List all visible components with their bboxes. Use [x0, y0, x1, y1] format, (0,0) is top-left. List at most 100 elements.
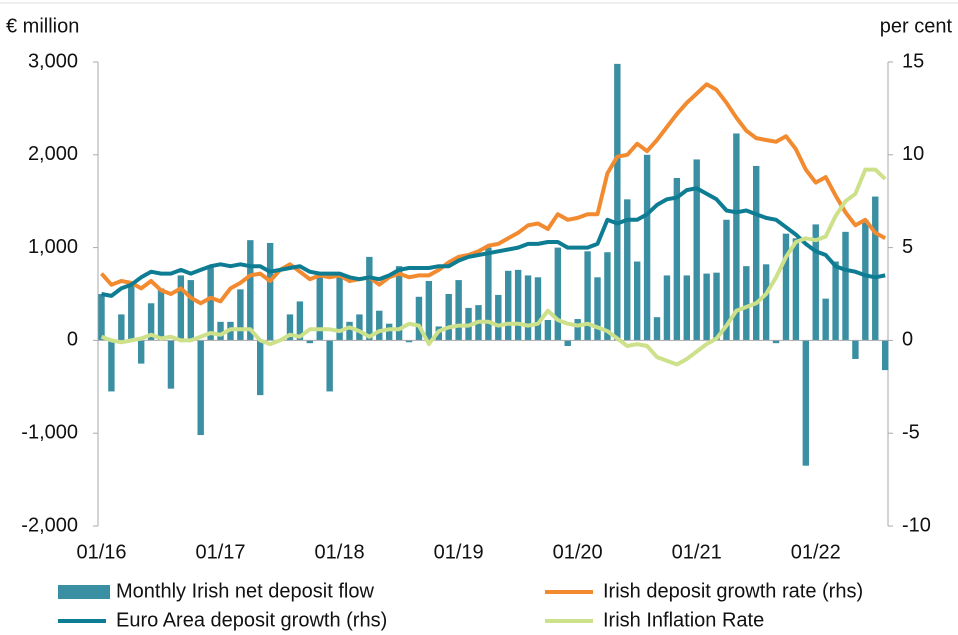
bar — [505, 270, 512, 341]
x-tick-label: 01/21 — [672, 541, 722, 563]
y2-tick-label: 0 — [902, 329, 913, 351]
bar — [445, 294, 452, 341]
bar — [584, 251, 591, 341]
bar — [286, 314, 294, 341]
bar — [376, 310, 383, 341]
bar — [663, 275, 671, 341]
bar — [98, 294, 105, 341]
bar — [673, 178, 681, 341]
bar — [197, 340, 204, 436]
bar — [524, 275, 532, 341]
bar — [177, 275, 185, 341]
bar — [574, 319, 581, 341]
bar — [326, 340, 333, 392]
bar — [237, 289, 244, 341]
legend-label: Euro Area deposit growth (rhs) — [116, 609, 387, 631]
bar — [792, 238, 800, 341]
bar — [753, 165, 760, 341]
bar — [425, 281, 433, 341]
bar — [257, 340, 264, 396]
bar — [316, 273, 323, 341]
bar — [495, 294, 502, 341]
bar — [762, 264, 770, 341]
bar — [723, 219, 730, 341]
x-tick-label: 01/18 — [315, 541, 365, 563]
x-tick-label: 01/22 — [791, 541, 841, 563]
bar — [306, 340, 314, 344]
y2-axis-label: per cent — [880, 15, 953, 37]
bar — [544, 319, 552, 341]
bar — [187, 280, 194, 341]
bar — [137, 340, 145, 364]
bar — [217, 321, 224, 341]
y2-tick-label: 15 — [902, 50, 924, 72]
bar — [852, 340, 859, 359]
bar — [266, 242, 274, 341]
y2-tick-label: -10 — [902, 514, 931, 536]
y-tick-label: -2,000 — [21, 514, 78, 536]
bar — [842, 231, 849, 341]
y-axis-label: € million — [6, 15, 79, 37]
bar — [604, 252, 611, 341]
bar — [683, 275, 690, 341]
bar — [128, 282, 135, 341]
x-tick-label: 01/16 — [76, 541, 126, 563]
bar — [534, 277, 542, 341]
bar — [455, 280, 462, 341]
bar — [633, 261, 641, 341]
bar — [872, 196, 879, 341]
x-tick-label: 01/17 — [196, 541, 246, 563]
legend-label: Monthly Irish net deposit flow — [116, 580, 374, 602]
bar — [703, 273, 710, 341]
bar — [346, 321, 353, 341]
bar — [514, 269, 522, 341]
bar — [207, 266, 214, 341]
bar — [624, 199, 631, 341]
y-tick-label: 1,000 — [28, 236, 78, 258]
bar — [108, 340, 115, 392]
y-tick-label: 2,000 — [28, 143, 78, 165]
bar — [554, 247, 562, 341]
bar — [713, 272, 720, 341]
line — [100, 167, 887, 367]
y2-tick-label: 5 — [902, 236, 913, 258]
bar — [693, 159, 700, 341]
bar — [405, 340, 413, 343]
bar — [157, 288, 165, 341]
bar — [167, 340, 175, 389]
legend-label: Irish Inflation Rate — [603, 609, 764, 631]
legend-label: Irish deposit growth rate (rhs) — [603, 580, 863, 602]
bar — [356, 314, 363, 341]
bar — [812, 224, 819, 341]
bar — [782, 233, 790, 341]
y-tick-label: 3,000 — [28, 50, 78, 72]
bar — [147, 303, 155, 341]
bar — [832, 261, 839, 341]
bar — [564, 340, 571, 346]
legend-swatch — [58, 585, 110, 599]
bar — [395, 266, 403, 341]
line — [101, 186, 886, 298]
bar — [594, 277, 601, 341]
y2-tick-label: 10 — [902, 143, 924, 165]
bar — [296, 301, 304, 341]
bar — [733, 133, 740, 341]
bar — [247, 240, 254, 341]
bar — [822, 298, 829, 341]
y-tick-label: 0 — [67, 329, 78, 351]
bar — [881, 340, 889, 371]
bar — [485, 247, 492, 341]
bar — [772, 340, 780, 344]
bar — [862, 219, 869, 341]
bar — [614, 63, 621, 341]
bar — [643, 154, 651, 341]
bar — [366, 256, 373, 341]
bar — [802, 340, 810, 466]
x-tick-label: 01/19 — [434, 541, 484, 563]
line — [100, 82, 887, 306]
y-tick-label: -1,000 — [21, 421, 78, 443]
bar — [118, 314, 125, 341]
bar — [743, 266, 750, 341]
